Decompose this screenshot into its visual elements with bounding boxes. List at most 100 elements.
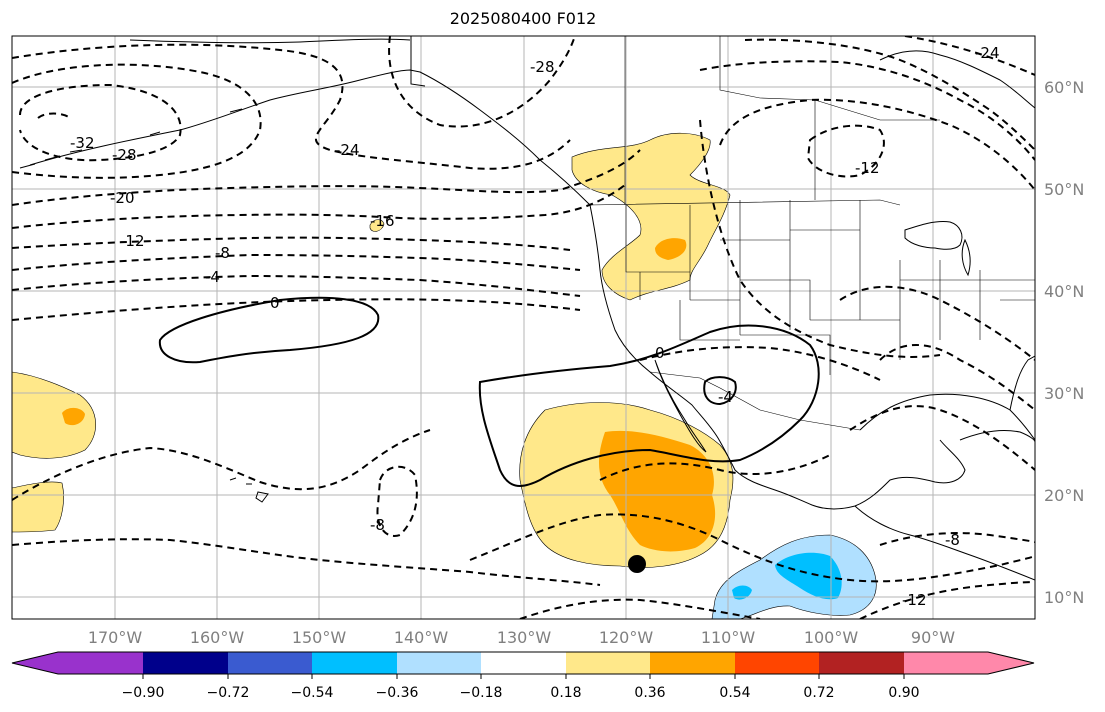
contour-label: -16 [370, 212, 395, 230]
colorbar-tick-label: 0.54 [719, 685, 750, 701]
orange-anomaly-mexico [598, 430, 716, 552]
zero-contours [158, 296, 820, 487]
contour-label: -4 [718, 388, 733, 406]
lake-michigan [961, 238, 971, 277]
us-mexico-border [649, 371, 861, 431]
zero-contour-mexico [478, 324, 820, 487]
contour-minus-24 [12, 43, 571, 170]
contour-label: -12 [902, 591, 927, 609]
graticule [12, 36, 1035, 619]
contour-label: -12 [120, 232, 145, 250]
lat-label: 40°N [1044, 282, 1084, 301]
contour-mexico-north [639, 346, 881, 381]
location-marker [628, 555, 646, 573]
contour-southeast-b [879, 344, 1035, 411]
colorbar-tick-label: 0.72 [803, 685, 834, 701]
map-border [11, 35, 1036, 620]
contour-label: -20 [110, 189, 135, 207]
lon-label: 120°W [599, 628, 654, 647]
colorbar-outline [11, 651, 1035, 675]
cuba [959, 429, 1035, 443]
colorbar-tick-label: −0.90 [122, 685, 165, 701]
great-lakes [904, 221, 963, 250]
colorbar-tick-label: −0.54 [291, 685, 334, 701]
contour-8-se [879, 532, 1035, 546]
contour-label: -8 [215, 244, 230, 262]
colorbar-tick-label: 0.90 [888, 685, 919, 701]
colorbar: −0.90 −0.72 −0.54 −0.36 −0.18 0.18 0.36 … [11, 651, 1035, 701]
negative-anomaly-core [775, 552, 842, 600]
colorbar-ticks [142, 674, 905, 679]
lat-label: 60°N [1044, 78, 1084, 97]
central-america [854, 505, 1035, 581]
contour-minus-24-ne [699, 60, 1035, 161]
contour-minus-28-top [388, 36, 576, 128]
orange-anomaly-nw [655, 238, 687, 260]
negative-anomaly-core-small [732, 585, 752, 600]
colorbar-tick-label: 0.18 [550, 685, 581, 701]
lat-label: 50°N [1044, 180, 1084, 199]
colorbar-segment [481, 652, 566, 674]
contour-label: -24 [335, 141, 360, 159]
lat-label: 20°N [1044, 486, 1084, 505]
colorbar-segment [566, 652, 650, 674]
lon-label: 100°W [804, 628, 859, 647]
colorbar-tick-label: −0.72 [207, 685, 250, 701]
hudson-bay [879, 50, 1035, 109]
latitude-labels: 60°N 50°N 40°N 30°N 20°N 10°N [1044, 78, 1084, 607]
contour-minus-12 [12, 236, 571, 251]
contour-label: -8 [945, 531, 960, 549]
alaska-north [129, 38, 411, 44]
lon-label: 160°W [190, 628, 245, 647]
contour-minus-16-ne [806, 124, 885, 178]
contour-southeast-a [839, 285, 1035, 361]
canada-provinces [624, 36, 940, 205]
baja [654, 359, 707, 453]
contour-minus-24-top-right [904, 36, 1035, 76]
contour-label: -24 [975, 44, 1000, 62]
gulf-coast [859, 393, 1035, 441]
positive-anomaly-west-south [12, 481, 64, 533]
lon-label: 110°W [701, 628, 756, 647]
contour-minus-16 [12, 184, 626, 229]
positive-anomaly-nw [571, 132, 731, 301]
alaska-coast [29, 69, 591, 206]
contour-label: 0 [655, 344, 665, 362]
contour-southeast-c [849, 405, 1035, 471]
colorbar-segment [228, 652, 312, 674]
colorbar-segment [904, 652, 1034, 674]
hawaii [229, 477, 269, 503]
us-canada-border [589, 199, 901, 206]
colorbar-segment [397, 652, 481, 674]
colorbar-labels: −0.90 −0.72 −0.54 −0.36 −0.18 0.18 0.36 … [122, 685, 920, 701]
orange-anomaly-west [62, 407, 85, 426]
lat-label: 30°N [1044, 384, 1084, 403]
colorbar-segments [12, 652, 1034, 674]
lon-label: 170°W [88, 628, 143, 647]
aleutian-islands [19, 108, 243, 169]
lat-label: 10°N [1044, 588, 1084, 607]
positive-anomaly-west [12, 371, 96, 459]
contour-mexico-west [599, 454, 831, 481]
colorbar-segment [650, 652, 735, 674]
contour-minus-32 [19, 83, 182, 162]
colorbar-tick-label: −0.36 [376, 685, 419, 701]
contour-minus-4b [12, 298, 581, 321]
contour-label-group: -32 -28 -24 -20 -16 -12 -8 -4 0 0 -4 -8 … [70, 44, 1000, 609]
colorbar-tick-label: 0.36 [634, 685, 665, 701]
longitude-labels: 170°W 160°W 150°W 140°W 130°W 120°W 110°… [88, 628, 955, 647]
contour-12-south [519, 598, 761, 619]
contour-minus-8 [12, 253, 581, 271]
contour-label: 0 [270, 294, 280, 312]
contour-minus-20 [12, 149, 641, 206]
zero-contour-inner [703, 376, 737, 406]
colorbar-segment [12, 652, 143, 674]
contour-minus-28-ne [744, 38, 1035, 151]
lon-label: 90°W [911, 628, 955, 647]
contour-12-se [859, 581, 1035, 619]
contour-label: -8 [370, 516, 385, 534]
dashed-contours [12, 36, 1035, 619]
shaded-regions [12, 132, 877, 619]
colorbar-segment [819, 652, 904, 674]
